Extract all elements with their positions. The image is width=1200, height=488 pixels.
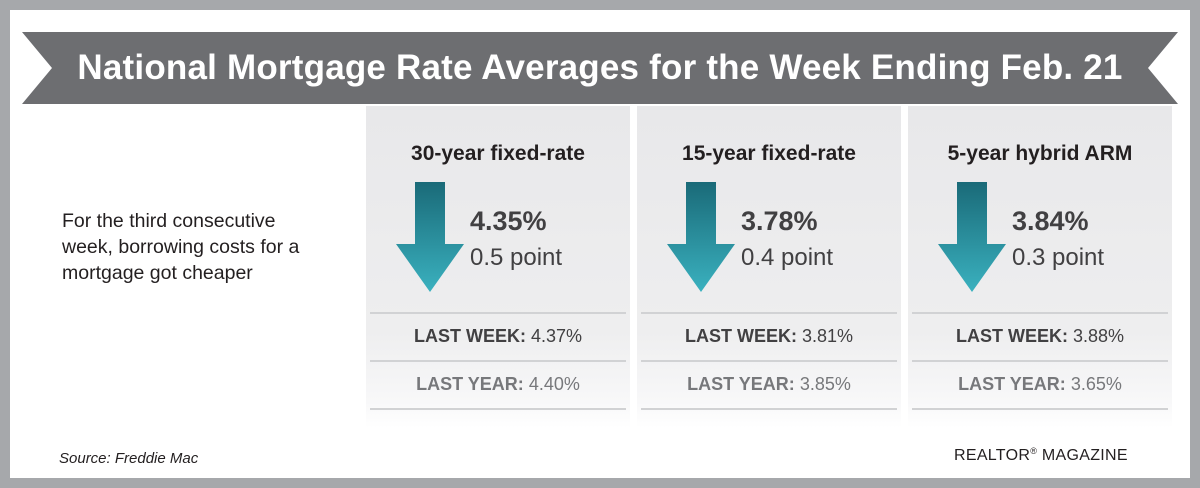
last-week-label: LAST WEEK:: [684, 326, 797, 346]
publisher-suffix: MAGAZINE: [1037, 447, 1128, 464]
down-arrow-icon: [938, 182, 1006, 292]
rate-panel-5-year-arm: 5-year hybrid ARM 3.84% 0.3 point LAST W…: [908, 106, 1172, 428]
divider: [641, 408, 897, 410]
last-year-label: LAST YEAR:: [687, 374, 795, 394]
last-week-value: 3.81%: [801, 326, 854, 346]
last-week-value: 3.88%: [1072, 326, 1125, 346]
current-rate: 3.78%: [741, 206, 818, 236]
panel-title: 30-year fixed-rate: [411, 142, 585, 165]
panel-title: 5-year hybrid ARM: [947, 142, 1133, 165]
current-rate: 3.84%: [1012, 206, 1089, 236]
rate-change: 0.4 point: [741, 244, 834, 271]
divider: [912, 312, 1168, 314]
publisher-name: REALTOR: [954, 447, 1031, 464]
last-year-value: 3.85%: [799, 374, 851, 394]
divider: [370, 312, 626, 314]
divider: [641, 312, 897, 314]
rate-change: 0.5 point: [470, 244, 563, 271]
rate-change: 0.3 point: [1012, 244, 1105, 271]
divider: [370, 408, 626, 410]
intro-text: For the third consecutive week, borrowin…: [62, 210, 300, 284]
last-year-row: LAST YEAR: 4.40%: [366, 374, 630, 395]
registered-mark: ®: [1030, 446, 1038, 456]
page-title: National Mortgage Rate Averages for the …: [77, 48, 1123, 87]
divider: [370, 360, 626, 362]
source-note: Source: Freddie Mac: [59, 450, 199, 467]
current-rate: 4.35%: [470, 206, 547, 236]
title-banner: National Mortgage Rate Averages for the …: [22, 32, 1178, 104]
last-year-row: LAST YEAR: 3.85%: [637, 374, 901, 395]
last-week-value: 4.37%: [530, 326, 583, 346]
rate-panel-30-year: 30-year fixed-rate 4.35% 0.5 point LAST …: [366, 106, 630, 428]
last-year-row: LAST YEAR: 3.65%: [908, 374, 1172, 395]
last-year-label: LAST YEAR:: [958, 374, 1066, 394]
rate-panel-15-year: 15-year fixed-rate 3.78% 0.4 point LAST …: [637, 106, 901, 428]
last-year-label: LAST YEAR:: [416, 374, 524, 394]
last-week-row: LAST WEEK: 4.37%: [366, 326, 630, 347]
divider: [641, 360, 897, 362]
down-arrow-icon: [396, 182, 464, 292]
ribbon-shape: [22, 32, 1178, 104]
publisher-credit: REALTOR® MAGAZINE: [954, 446, 1128, 465]
divider: [912, 408, 1168, 410]
divider: [912, 360, 1168, 362]
panel-title: 15-year fixed-rate: [682, 142, 856, 165]
last-year-value: 3.65%: [1070, 374, 1122, 394]
last-week-row: LAST WEEK: 3.81%: [637, 326, 901, 347]
down-arrow-icon: [667, 182, 735, 292]
last-week-row: LAST WEEK: 3.88%: [908, 326, 1172, 347]
last-week-label: LAST WEEK:: [955, 326, 1068, 346]
last-year-value: 4.40%: [528, 374, 580, 394]
last-week-label: LAST WEEK:: [413, 326, 526, 346]
